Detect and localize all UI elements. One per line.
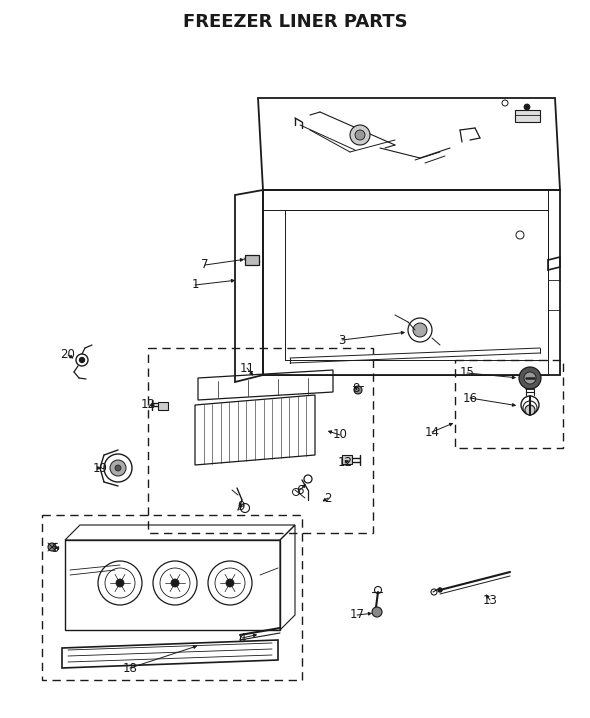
Text: 2: 2 — [324, 492, 332, 505]
Text: 10: 10 — [333, 429, 348, 442]
Text: 6: 6 — [296, 483, 304, 497]
Circle shape — [524, 104, 530, 110]
Text: 9: 9 — [237, 500, 245, 513]
Circle shape — [80, 358, 84, 363]
Bar — [342, 455, 352, 464]
Text: 4: 4 — [238, 632, 246, 645]
Text: FREEZER LINER PARTS: FREEZER LINER PARTS — [183, 13, 407, 31]
Text: 5: 5 — [51, 541, 58, 554]
Circle shape — [110, 460, 126, 476]
Text: 14: 14 — [424, 426, 440, 439]
Text: 12: 12 — [337, 455, 352, 469]
Circle shape — [116, 579, 124, 587]
Text: 18: 18 — [123, 661, 137, 674]
Bar — [148, 348, 373, 533]
Text: 20: 20 — [61, 348, 76, 361]
Text: 19: 19 — [93, 462, 107, 475]
Text: 12: 12 — [140, 398, 156, 411]
Bar — [515, 110, 540, 122]
Circle shape — [355, 130, 365, 140]
Circle shape — [413, 323, 427, 337]
Text: 11: 11 — [240, 361, 254, 375]
Text: 16: 16 — [463, 391, 477, 404]
Circle shape — [524, 372, 536, 384]
Text: 1: 1 — [191, 279, 199, 292]
Text: 7: 7 — [201, 258, 209, 271]
Bar — [158, 402, 168, 410]
Circle shape — [350, 125, 370, 145]
Text: 8: 8 — [352, 381, 360, 394]
Bar — [245, 255, 259, 265]
Text: 17: 17 — [349, 608, 365, 622]
Circle shape — [226, 579, 234, 587]
Bar — [455, 360, 563, 448]
Circle shape — [171, 579, 179, 587]
Circle shape — [372, 607, 382, 617]
Circle shape — [438, 588, 442, 592]
Circle shape — [354, 386, 362, 394]
Circle shape — [519, 367, 541, 389]
Text: 13: 13 — [483, 594, 497, 607]
Bar — [42, 515, 302, 680]
Circle shape — [525, 405, 535, 415]
Text: 15: 15 — [460, 366, 474, 380]
Circle shape — [48, 543, 56, 551]
Circle shape — [115, 465, 121, 471]
Text: 3: 3 — [338, 333, 346, 347]
